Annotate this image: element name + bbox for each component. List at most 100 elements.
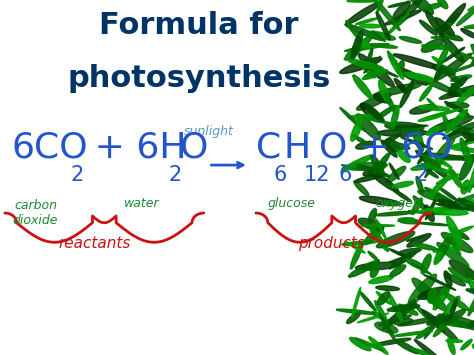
Text: oxygen: oxygen [375,197,421,210]
Polygon shape [464,23,474,28]
Polygon shape [451,83,464,95]
Polygon shape [366,48,373,69]
Polygon shape [418,190,447,202]
Polygon shape [401,137,433,149]
Polygon shape [436,203,470,210]
Polygon shape [364,56,381,73]
Polygon shape [394,78,407,93]
Polygon shape [364,118,395,125]
Polygon shape [407,234,431,247]
Polygon shape [449,147,474,153]
Polygon shape [427,98,438,110]
Polygon shape [411,243,437,250]
Polygon shape [349,337,371,351]
Polygon shape [465,131,474,148]
Polygon shape [400,79,414,108]
Text: products: products [298,236,365,251]
Polygon shape [411,198,422,215]
Text: 6: 6 [338,165,352,185]
Polygon shape [374,301,388,324]
Polygon shape [374,153,390,174]
Polygon shape [362,225,395,227]
Polygon shape [345,163,388,170]
Polygon shape [457,198,474,212]
Polygon shape [438,0,448,9]
Polygon shape [359,196,401,206]
Polygon shape [371,0,400,31]
Polygon shape [358,218,383,231]
Polygon shape [434,251,441,264]
Polygon shape [412,124,424,152]
Polygon shape [356,141,374,149]
Polygon shape [472,344,474,353]
Polygon shape [432,56,442,64]
Polygon shape [398,248,421,255]
Polygon shape [446,109,467,133]
Polygon shape [359,291,376,311]
Text: C: C [256,131,281,165]
Text: Formula for: Formula for [100,11,299,40]
Polygon shape [406,258,425,269]
Polygon shape [449,48,474,62]
Polygon shape [416,306,445,332]
Polygon shape [437,45,449,69]
Polygon shape [409,211,449,215]
Polygon shape [409,274,437,305]
Polygon shape [377,0,385,13]
Polygon shape [464,269,474,278]
Polygon shape [436,138,455,158]
Polygon shape [447,216,462,245]
Polygon shape [466,199,474,207]
Polygon shape [375,67,398,77]
Polygon shape [450,238,461,256]
Polygon shape [448,90,474,97]
Polygon shape [390,265,406,277]
Polygon shape [439,85,474,99]
Text: H: H [283,131,310,165]
Polygon shape [385,122,424,131]
Polygon shape [369,170,399,192]
Polygon shape [461,29,474,39]
Polygon shape [451,140,474,147]
Polygon shape [388,53,404,80]
Polygon shape [462,132,474,141]
Polygon shape [439,187,458,202]
Polygon shape [342,241,378,245]
Polygon shape [376,12,390,40]
Polygon shape [369,276,393,284]
Polygon shape [423,274,456,290]
Polygon shape [393,54,442,69]
Polygon shape [407,0,434,15]
Polygon shape [337,309,376,314]
Polygon shape [451,75,472,81]
Polygon shape [425,153,441,178]
Text: 6: 6 [274,165,287,185]
Text: photosynthesis: photosynthesis [67,64,331,93]
Polygon shape [438,194,474,212]
Polygon shape [356,262,401,270]
Polygon shape [393,190,411,202]
Polygon shape [448,267,470,283]
Polygon shape [396,67,428,85]
Polygon shape [344,36,372,60]
Polygon shape [449,228,469,240]
Polygon shape [385,142,410,149]
Polygon shape [373,83,421,97]
Polygon shape [421,163,457,175]
Polygon shape [471,44,474,70]
Polygon shape [369,226,389,252]
Polygon shape [416,151,449,179]
Polygon shape [467,316,474,327]
Polygon shape [417,75,456,94]
Polygon shape [386,138,400,152]
Polygon shape [431,36,460,38]
Polygon shape [348,114,384,119]
Polygon shape [456,86,474,104]
Polygon shape [445,273,465,286]
Polygon shape [423,3,443,10]
Polygon shape [392,251,417,267]
Polygon shape [435,23,451,32]
Polygon shape [379,313,395,340]
Polygon shape [356,39,370,48]
Text: glucose: glucose [267,197,316,210]
